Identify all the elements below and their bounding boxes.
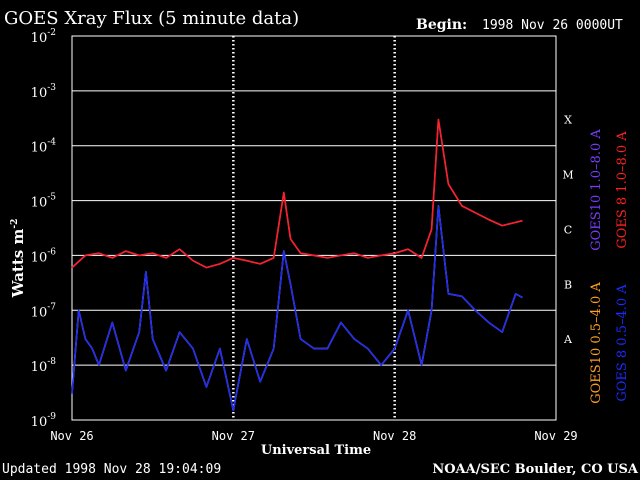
y-axis-title-exponent: -2 [10, 219, 20, 229]
chart-title: GOES Xray Flux (5 minute data) [4, 8, 299, 29]
y-tick-label: 10-2 [31, 28, 56, 46]
updated-timestamp: Updated 1998 Nov 28 19:04:09 [2, 462, 221, 477]
y-axis-title: Watts m-2 [9, 219, 27, 299]
legend-entry: GOES10 0.5–4.0 A [589, 282, 604, 404]
x-axis-title: Universal Time [261, 443, 371, 458]
credit-text: NOAA/SEC Boulder, CO USA [432, 462, 639, 477]
series-line [71, 118, 523, 269]
legend-entry: GOES 8 0.5–4.0 A [615, 284, 630, 402]
y-tick-label: 10-8 [31, 357, 57, 375]
plot-frame [71, 35, 557, 421]
y-tick-label: 10-6 [31, 247, 57, 265]
y-tick-label: 10-3 [31, 83, 57, 101]
legend-entry: GOES10 1.0–8.0 A [589, 129, 604, 251]
y-tick-label: 10-4 [31, 138, 57, 156]
y-tick-label: 10-7 [31, 302, 57, 320]
flare-class-label: X [564, 114, 572, 127]
legend-entry: GOES 8 1.0–8.0 A [615, 131, 630, 249]
flare-class-label: B [564, 278, 572, 291]
x-tick-label: Nov 28 [373, 429, 416, 443]
x-tick-label: Nov 26 [50, 429, 93, 443]
x-tick-label: Nov 27 [212, 429, 255, 443]
y-axis-title-text: Watts m [9, 229, 27, 299]
x-tick-label: Nov 29 [534, 429, 577, 443]
begin-label: Begin: [416, 17, 467, 33]
y-tick-label: 10-5 [31, 193, 57, 211]
flare-class-label: A [563, 333, 573, 346]
series-line [71, 205, 523, 412]
flare-class-label: C [564, 223, 572, 236]
flare-class-label: M [562, 169, 573, 182]
begin-value: 1998 Nov 26 0000UT [482, 18, 623, 33]
y-tick-label: 10-9 [31, 412, 57, 430]
